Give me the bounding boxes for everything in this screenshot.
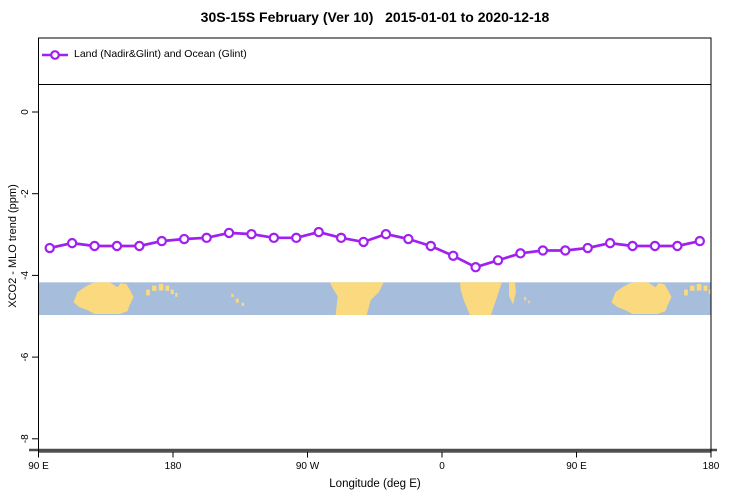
y-axis-tick-label: 0 (20, 109, 31, 115)
y-axis-title: XCO2 - MLO trend (ppm) (7, 184, 19, 308)
map-land-island (684, 289, 688, 296)
x-axis-tick-label: 90 W (296, 461, 320, 472)
chart-title: 30S-15S February (Ver 10) 2015-01-01 to … (200, 9, 550, 25)
x-axis-tick-label: 90 E (566, 461, 587, 472)
map-land-island (708, 289, 711, 295)
data-point-marker (672, 240, 683, 252)
data-point-marker (425, 240, 436, 252)
map-land-south_america (329, 282, 384, 315)
data-point-marker (134, 240, 145, 252)
map-land-island (152, 285, 157, 291)
plot-border (38, 37, 712, 453)
data-point-marker (66, 237, 78, 249)
data-point-marker (582, 242, 593, 254)
data-point-marker (313, 226, 324, 238)
map-land-island (146, 289, 150, 296)
map-land-island (170, 289, 174, 295)
x-axis-tick-label: 180 (165, 461, 182, 472)
map-land-island (703, 285, 708, 291)
data-point-marker (246, 228, 257, 240)
map-land-island (713, 293, 715, 297)
data-point-marker (537, 245, 549, 256)
data-point-marker (179, 233, 190, 245)
data-point-marker (358, 236, 369, 248)
data-point-marker (604, 237, 616, 249)
map-land-island (696, 283, 702, 291)
y-axis-tick-label: -2 (20, 189, 31, 198)
data-line (48, 230, 702, 269)
map-land-southern_africa (459, 282, 502, 315)
data-point-marker (111, 240, 123, 252)
map-land-island (528, 300, 530, 304)
data-point-marker (291, 232, 302, 244)
map-land-island (241, 302, 244, 306)
map-land-island (235, 298, 239, 303)
x-axis-title: Longitude (deg E) (329, 478, 421, 490)
data-point-marker (649, 240, 661, 252)
data-point-marker (470, 262, 481, 273)
x-axis-tick-label: 0 (439, 461, 445, 472)
data-point-marker (44, 242, 55, 254)
map-land-madagascar (509, 282, 516, 305)
data-point-marker (515, 248, 526, 259)
x-axis-tick-label: 90 E (28, 461, 49, 472)
y-axis-tick-label: -8 (20, 434, 31, 443)
y-axis-tick-label: -4 (20, 271, 31, 280)
x-axis-tick-label: 180 (703, 461, 720, 472)
data-point-marker (380, 228, 392, 240)
legend-label: Land (Nadir&Glint) and Ocean (Glint) (74, 48, 247, 60)
data-point-marker (492, 255, 504, 266)
map-band-group (38, 282, 715, 316)
data-point-marker (156, 235, 167, 247)
data-point-marker (403, 233, 414, 245)
data-point-marker (223, 227, 235, 239)
map-land-australia (73, 282, 134, 314)
map-land-island (175, 292, 178, 297)
data-point-marker (89, 240, 100, 252)
data-point-marker (560, 245, 571, 256)
data-point-marker (268, 232, 280, 244)
map-land-island (158, 283, 164, 291)
data-point-marker (448, 250, 459, 261)
data-point-marker (335, 232, 347, 244)
map-land-island (231, 293, 234, 298)
data-point-marker (694, 235, 705, 247)
map-land-island (524, 297, 527, 301)
map-land-island (690, 285, 695, 291)
y-axis-tick-label: -6 (20, 352, 31, 361)
legend-marker-icon (40, 48, 70, 60)
map-land-australia (611, 282, 672, 314)
data-point-marker (627, 240, 638, 252)
map-land-island (165, 285, 170, 291)
data-point-marker (201, 232, 212, 244)
